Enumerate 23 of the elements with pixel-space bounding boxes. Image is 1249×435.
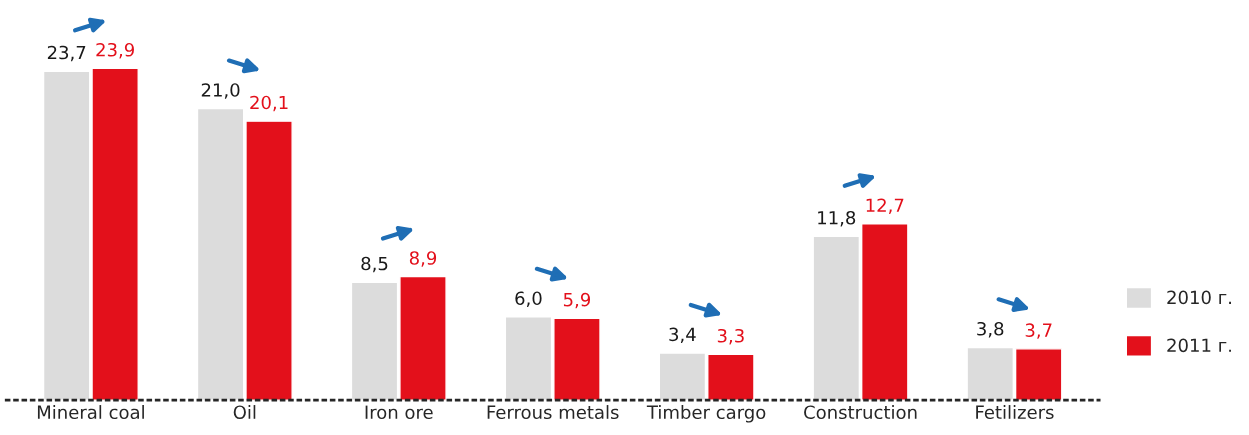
data-label: 21,0 [201,83,240,99]
data-label: 23,7 [47,45,86,62]
legend-label: 2010 г. [1167,290,1231,305]
data-label: 3,8 [977,321,1004,338]
x-tick-label: Oil [233,405,256,420]
data-label: 20,1 [250,95,288,112]
data-label: 23,9 [96,42,134,59]
data-label: 3,7 [1025,323,1052,339]
data-label: 11,8 [818,210,856,227]
data-label: 12,7 [866,198,904,214]
data-label: 3,3 [717,328,744,345]
x-tick-label: Mineral coal [37,405,144,420]
x-tick-label: Ferrous metals [487,405,619,420]
x-tick-label: Fetilizers [976,405,1054,420]
x-tick-label: Construction [804,405,917,420]
data-label: 8,9 [409,251,437,267]
x-tick-label: Iron ore [365,405,433,420]
legend-label: 2011 г. [1167,338,1231,353]
data-label: 5,9 [563,292,591,309]
data-label: 3,4 [669,327,696,344]
data-label: 8,5 [361,256,388,273]
data-label: 6,0 [515,291,542,307]
x-tick-label: Timber cargo [646,405,766,423]
